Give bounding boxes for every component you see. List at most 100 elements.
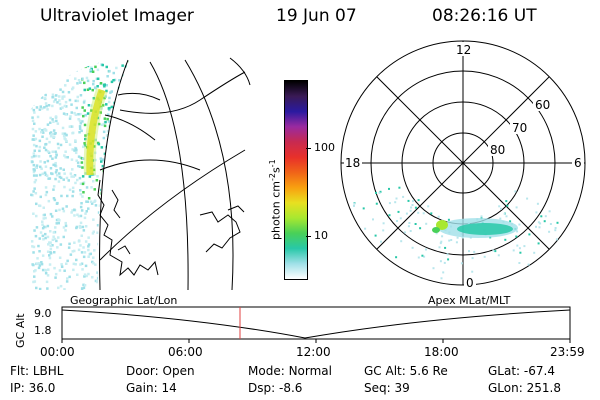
speckle-dot: [65, 105, 68, 108]
speckle-dot: [31, 119, 35, 123]
speckle-dot: [35, 286, 38, 290]
speckle-dot: [49, 121, 52, 124]
polar-speckle-dot: [473, 250, 476, 253]
speckle-dot: [56, 201, 59, 205]
speckle-dot: [108, 108, 111, 112]
polar-speckle-dot: [364, 227, 367, 230]
speckle-dot: [96, 175, 99, 178]
speckle-dot: [87, 243, 91, 246]
polar-speckle-dot: [516, 230, 519, 233]
polar-speckle-dot: [504, 238, 507, 241]
speckle-dot: [77, 248, 81, 252]
speckle-dot: [66, 259, 69, 263]
speckle-dot: [60, 265, 64, 268]
speckle-dot: [68, 143, 72, 146]
speckle-dot: [38, 149, 41, 153]
lat-label-80: 80: [490, 143, 505, 157]
polar-speckle-dot: [539, 222, 542, 225]
polar-auroral-oval: [432, 218, 518, 238]
speckle-dot: [43, 146, 46, 149]
info-flt: Flt: LBHL: [10, 364, 63, 378]
speckle-dot: [55, 222, 58, 225]
speckle-dot: [62, 226, 66, 229]
speckle-dot: [44, 102, 48, 105]
polar-speckle-dot: [549, 223, 552, 225]
speckle-dot: [83, 216, 87, 220]
polar-speckle-dot: [483, 255, 486, 258]
speckle-dot: [52, 235, 55, 238]
polar-speckle-dot: [554, 229, 557, 232]
speckle-dot: [102, 122, 105, 126]
speckle-dot: [100, 123, 104, 127]
speckle-dot: [73, 214, 76, 217]
polar-speckle-dot: [353, 202, 356, 205]
speckle-dot: [35, 202, 38, 206]
speckle-dot: [51, 104, 54, 108]
speckle-dot: [40, 130, 43, 134]
speckle-dot: [78, 176, 82, 180]
speckle-dot: [54, 98, 57, 101]
speckle-dot: [121, 64, 124, 67]
speckle-dot: [83, 88, 86, 92]
speckle-dot: [67, 179, 70, 182]
speckle-dot: [52, 185, 56, 188]
speckle-dot: [33, 180, 37, 184]
polar-speckle-dot: [456, 236, 459, 239]
speckle-dot: [115, 66, 118, 70]
speckle-dot: [102, 136, 106, 140]
colorbar-tick-100: 100: [314, 141, 335, 154]
speckle-dot: [71, 86, 75, 89]
speckle-dot: [49, 212, 53, 216]
speckle-dot: [109, 91, 112, 94]
speckle-dot: [101, 164, 105, 168]
speckle-dot: [56, 101, 59, 104]
speckle-dot: [34, 130, 38, 133]
speckle-dot: [61, 97, 64, 100]
speckle-dot: [87, 272, 90, 276]
speckle-dot: [33, 229, 36, 232]
polar-speckle-dot: [362, 207, 365, 210]
polar-speckle-dot: [407, 225, 410, 228]
speckle-dot: [71, 186, 75, 190]
speckle-dot: [39, 160, 42, 163]
speckle-dot: [73, 208, 76, 211]
speckle-dot: [54, 115, 58, 118]
speckle-dot: [66, 194, 69, 198]
polar-speckle-dot: [408, 222, 411, 224]
polar-speckle-dot: [512, 249, 515, 252]
speckle-dot: [32, 108, 36, 112]
speckle-dot: [76, 82, 79, 85]
polar-speckle-dot: [379, 190, 382, 193]
speckle-dot: [52, 120, 55, 123]
speckle-dot: [82, 286, 86, 290]
speckle-dot: [55, 239, 58, 243]
polar-speckle-dot: [440, 240, 443, 243]
speckle-dot: [41, 234, 45, 238]
speckle-dot: [93, 188, 96, 191]
speckle-dot: [73, 249, 76, 253]
speckle-dot: [65, 262, 68, 265]
speckle-dot: [39, 231, 43, 234]
speckle-dot: [82, 101, 86, 104]
speckle-dot: [82, 255, 86, 259]
speckle-dot: [38, 173, 42, 177]
speckle-dot: [110, 90, 113, 93]
speckle-dot: [78, 165, 82, 168]
speckle-dot: [44, 143, 47, 146]
speckle-dot: [107, 107, 111, 110]
polar-speckle-dot: [405, 212, 408, 215]
speckle-dot: [85, 274, 88, 278]
info-ip-label: IP:: [10, 381, 25, 395]
speckle-dot: [47, 177, 50, 180]
speckle-dot: [31, 116, 34, 119]
speckle-dot: [80, 251, 84, 254]
speckle-dot: [110, 105, 114, 109]
polar-speckle-dot: [509, 220, 512, 223]
speckle-dot: [41, 129, 44, 132]
speckle-dot: [87, 245, 90, 248]
speckle-dot: [52, 135, 56, 138]
speckle-dot: [95, 279, 99, 282]
speckle-dot: [75, 106, 78, 110]
speckle-dot: [37, 266, 41, 270]
